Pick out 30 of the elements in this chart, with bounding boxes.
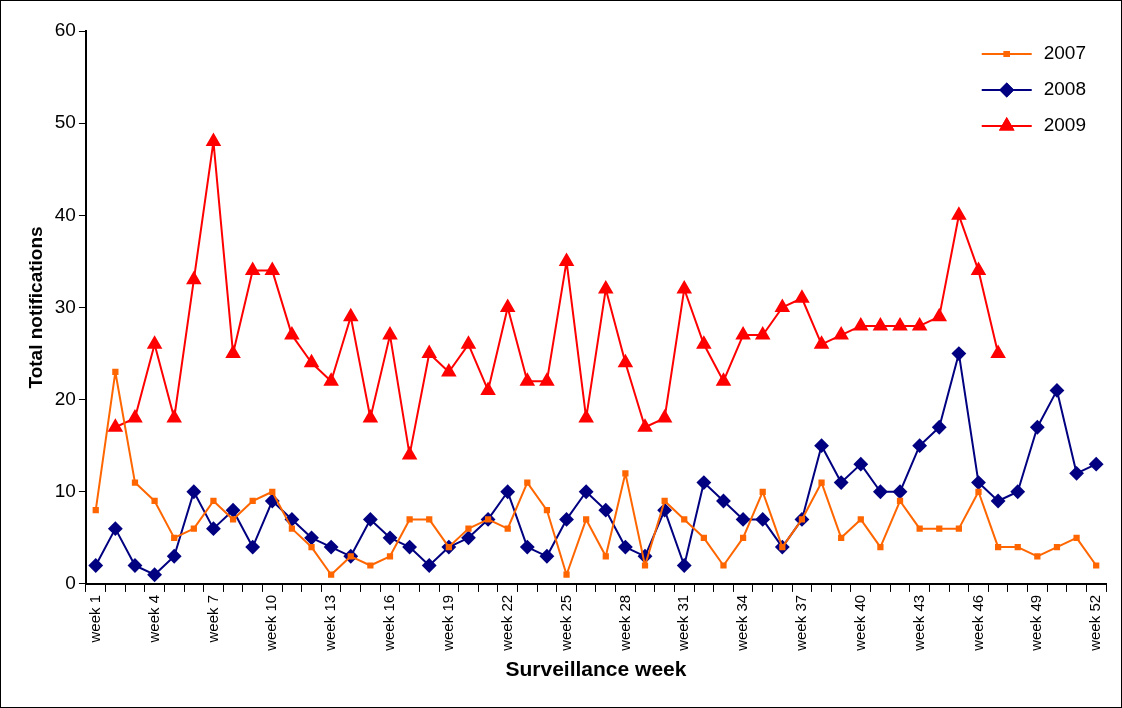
x-tick-label: week 4 <box>144 594 162 644</box>
x-tick-label: week 19 <box>438 594 456 652</box>
y-tick-label: 60 <box>54 19 76 41</box>
x-tick-label: week 13 <box>321 594 339 652</box>
x-tick-label: week 43 <box>909 594 927 652</box>
y-tick-label: 10 <box>54 480 76 502</box>
x-tick-label: week 37 <box>792 594 810 652</box>
x-tick-label: week 25 <box>556 594 574 652</box>
legend-label: 2008 <box>1043 78 1087 100</box>
x-tick-label: week 52 <box>1086 594 1104 652</box>
y-tick-label: 50 <box>54 111 76 133</box>
y-axis-title: Total notifications <box>24 226 46 389</box>
y-tick-label: 30 <box>54 295 76 317</box>
x-tick-label: week 1 <box>85 594 103 644</box>
x-tick-label: week 49 <box>1027 594 1045 652</box>
x-tick-label: week 16 <box>380 594 398 652</box>
x-tick-label: week 10 <box>262 594 280 652</box>
x-tick-label: week 34 <box>733 594 751 652</box>
x-tick-label: week 46 <box>968 594 986 652</box>
x-tick-label: week 31 <box>674 594 692 652</box>
y-tick-label: 40 <box>54 203 76 225</box>
x-tick-label: week 28 <box>615 594 633 652</box>
x-tick-label: week 7 <box>203 594 221 644</box>
y-tick-label: 20 <box>54 387 76 409</box>
x-tick-label: week 40 <box>850 594 868 652</box>
x-axis-title: Surveillance week <box>505 657 687 681</box>
legend-label: 2007 <box>1043 42 1087 64</box>
y-tick-label: 0 <box>65 572 76 594</box>
legend-label: 2009 <box>1043 114 1087 136</box>
x-tick-label: week 22 <box>497 594 515 652</box>
